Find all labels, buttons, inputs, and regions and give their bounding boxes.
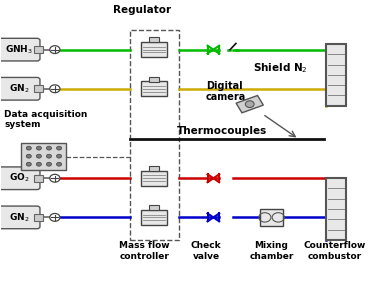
Circle shape [36,146,41,150]
FancyBboxPatch shape [0,167,40,190]
Bar [141,81,167,96]
Circle shape [245,101,254,108]
Bar [130,30,179,240]
Text: Mass flow
controller: Mass flow controller [119,241,170,261]
Bar [141,42,167,57]
Bar [141,210,167,225]
Bar [149,205,159,210]
Circle shape [50,214,60,221]
FancyBboxPatch shape [0,38,40,61]
Circle shape [50,174,60,182]
Circle shape [36,154,41,158]
Bar [34,214,43,221]
Text: Shield N$_2$: Shield N$_2$ [253,61,308,75]
Bar [326,178,346,240]
Text: Data acquisition
system: Data acquisition system [4,110,88,129]
Text: GN$_2$: GN$_2$ [9,83,29,95]
Text: GNH$_3$: GNH$_3$ [5,43,33,56]
Bar [21,143,66,170]
Text: Check
valve: Check valve [191,241,222,261]
Circle shape [46,146,51,150]
Circle shape [50,46,60,54]
Text: Digital
camera: Digital camera [206,81,246,102]
Circle shape [50,85,60,93]
Circle shape [57,162,62,166]
Circle shape [26,162,31,166]
Bar [149,37,159,42]
Text: GN$_2$: GN$_2$ [9,211,29,224]
Bar [34,175,43,182]
Bar [149,77,159,82]
Bar [326,44,346,106]
Bar [34,85,43,92]
Circle shape [46,154,51,158]
Text: GO$_2$: GO$_2$ [9,172,29,185]
FancyBboxPatch shape [0,78,40,100]
Circle shape [26,154,31,158]
Circle shape [36,162,41,166]
Circle shape [57,154,62,158]
Text: Thermocouples: Thermocouples [177,126,267,136]
Circle shape [26,146,31,150]
Text: Mixing
chamber: Mixing chamber [250,241,294,261]
Polygon shape [236,96,263,113]
Bar [34,46,43,53]
Circle shape [57,146,62,150]
Bar [141,171,167,186]
Circle shape [46,162,51,166]
Bar [149,166,159,171]
Text: Counterflow
combustor: Counterflow combustor [304,241,366,261]
FancyBboxPatch shape [0,206,40,229]
Bar [260,209,283,226]
Text: Regulator: Regulator [113,6,172,15]
